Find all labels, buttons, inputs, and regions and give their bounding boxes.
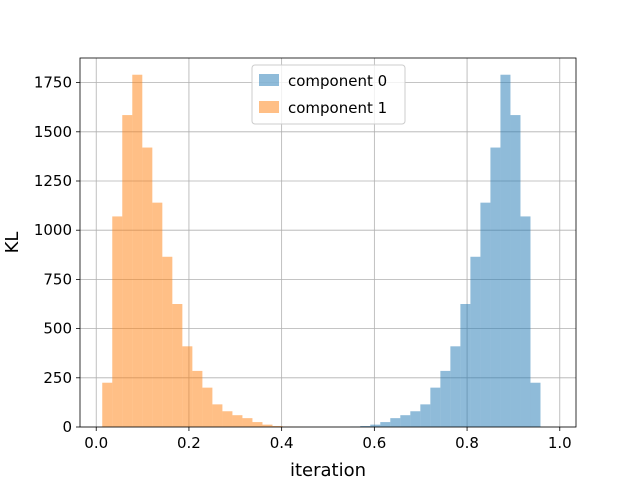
y-tick-label: 0 [62,418,72,436]
x-tick-label: 0.8 [455,434,479,452]
y-axis-ticks: 0 250 500 750 1000 1250 1500 1750 [34,74,80,436]
histogram-bars [102,74,541,428]
histogram-bar [212,404,223,427]
histogram-bar [152,202,163,427]
histogram-bar [400,415,411,427]
histogram-bar [500,74,511,427]
histogram-bar [162,256,173,427]
y-tick-label: 250 [43,369,72,387]
histogram-bar [132,74,143,427]
histogram-bar [390,418,401,427]
histogram-bar [272,426,283,427]
legend-label-component-0: component 0 [288,72,387,90]
series-1-bars [102,74,303,428]
histogram-bar [450,346,461,427]
histogram-bar [440,370,451,427]
histogram-bar [142,147,153,427]
y-axis-title: KL [2,232,23,254]
histogram-bar [252,422,263,427]
x-axis-title: iteration [290,460,366,480]
y-tick-label: 1250 [34,172,72,190]
legend-swatch-component-0 [259,74,279,86]
y-tick-label: 1750 [34,74,72,92]
y-tick-label: 1500 [34,123,72,141]
histogram-bar [480,202,491,427]
histogram-bar [520,216,531,427]
histogram-bar [232,415,243,427]
histogram-bar [222,411,233,427]
histogram-bar [102,382,113,427]
histogram-bar [470,256,481,427]
x-axis-ticks: 0.0 0.2 0.4 0.6 0.8 1.0 [84,427,572,452]
legend-box [251,64,406,125]
series-0-bars [350,74,541,428]
histogram-bar [262,424,273,427]
x-tick-label: 0.6 [362,434,386,452]
histogram-bar [242,418,253,427]
histogram-bar [420,404,431,427]
histogram-bar [182,346,193,427]
x-tick-label: 0.2 [177,434,201,452]
histogram-bar [112,216,123,427]
histogram-bar [192,370,203,427]
y-tick-label: 500 [43,320,72,338]
x-tick-label: 0.4 [270,434,294,452]
legend-label-component-1: component 1 [288,99,387,117]
legend-swatch-component-1 [259,101,279,113]
x-tick-label: 0.0 [84,434,108,452]
histogram-bar [122,115,133,428]
x-tick-label: 1.0 [548,434,572,452]
histogram-bar [370,424,381,427]
histogram-bar [410,411,421,427]
y-tick-label: 1000 [34,221,72,239]
histogram-bar [530,382,541,427]
histogram-bar [460,304,471,427]
histogram-bar [202,387,213,427]
histogram-bar [510,115,521,428]
histogram-bar [172,304,183,427]
y-tick-label: 750 [43,270,72,288]
histogram-bar [360,426,371,427]
plot-frame [79,57,577,428]
histogram-bar [380,422,391,427]
histogram-bar [430,387,441,427]
legend: component 0 component 1 [251,64,406,125]
histogram-bar [490,147,501,427]
